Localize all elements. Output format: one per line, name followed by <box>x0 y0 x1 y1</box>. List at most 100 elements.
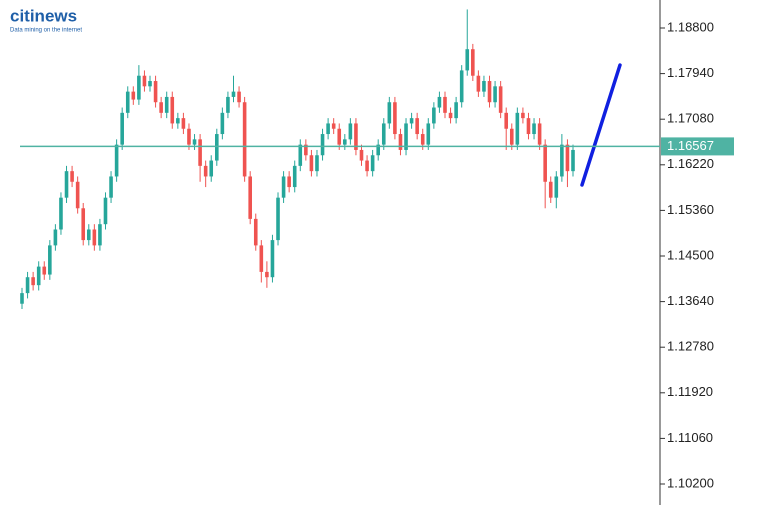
candle-body <box>109 176 113 198</box>
candle-body <box>125 91 130 113</box>
y-tick-label: 1.17080 <box>667 111 714 126</box>
candle-body <box>487 81 492 103</box>
candle-body <box>548 181 553 198</box>
candle-body <box>298 144 303 166</box>
candle-body <box>448 112 453 119</box>
candle-body <box>59 197 63 230</box>
candle-body <box>103 197 108 225</box>
candle-body <box>415 118 419 135</box>
candle-body <box>387 102 392 124</box>
candle-body <box>543 144 547 182</box>
y-tick-label: 1.12780 <box>667 339 714 354</box>
candle-body <box>315 155 319 172</box>
candle-body <box>187 128 191 145</box>
candle-body <box>120 112 124 145</box>
candle-body <box>287 176 291 188</box>
candle-body <box>376 144 381 156</box>
candle-body <box>214 134 219 161</box>
logo-tagline: Data mining on the internet <box>10 28 82 34</box>
candle-body <box>220 112 225 135</box>
candle-body <box>515 112 520 145</box>
candle-body <box>370 155 375 172</box>
candle-body <box>526 118 531 135</box>
candle-body <box>359 149 364 161</box>
y-tick-label: 1.11920 <box>667 384 713 399</box>
current-price-label: 1.16567 <box>667 138 714 153</box>
candle-body <box>70 171 74 182</box>
candle-body <box>565 144 570 172</box>
y-tick-label: 1.16220 <box>667 156 714 171</box>
candle-body <box>537 123 542 145</box>
candle-body <box>48 245 52 275</box>
candle-body <box>398 134 403 150</box>
candle-body <box>459 70 464 103</box>
candle-body <box>92 229 97 246</box>
candle-body <box>86 229 91 241</box>
candle-body <box>281 176 286 198</box>
candle-body <box>209 160 214 177</box>
candle-body <box>164 96 169 113</box>
candle-body <box>31 277 35 286</box>
logo: citinews <box>10 6 77 25</box>
candle-body <box>437 96 442 108</box>
candle-body <box>170 96 175 124</box>
y-tick-label: 1.10200 <box>667 475 714 490</box>
candle-body <box>498 86 503 113</box>
candle-body <box>309 155 314 172</box>
candle-body <box>231 91 236 97</box>
candle-body <box>53 229 58 246</box>
candle-body <box>176 118 180 124</box>
candle-body <box>36 266 41 286</box>
candle-body <box>331 123 336 129</box>
candle-body <box>20 293 24 304</box>
candle-body <box>482 81 486 92</box>
candle-body <box>409 118 414 124</box>
candle-body <box>521 112 525 119</box>
candle-body <box>81 208 86 241</box>
candle-body <box>114 144 119 177</box>
candle-body <box>509 128 514 145</box>
candle-body <box>137 75 141 100</box>
candle-body <box>203 165 208 177</box>
candle-body <box>454 102 458 119</box>
current-price-box <box>661 137 734 156</box>
candle-body <box>432 107 436 124</box>
candle-body <box>75 181 80 209</box>
candle-body <box>181 118 186 129</box>
candle-body <box>354 123 358 150</box>
y-tick-label: 1.15360 <box>667 202 714 217</box>
candle-body <box>153 81 158 103</box>
candle-body <box>242 102 247 177</box>
candle-body <box>493 86 497 103</box>
candle-body <box>554 176 559 198</box>
candle-body <box>571 149 575 172</box>
candle-body <box>42 266 47 275</box>
projection-line <box>580 63 622 187</box>
candle-body <box>365 160 369 172</box>
candle-body <box>98 224 102 246</box>
candle-body <box>64 171 69 198</box>
candle-body <box>25 277 30 294</box>
candle-body <box>476 75 481 92</box>
candle-body <box>292 165 297 188</box>
candle-body <box>142 75 147 87</box>
candle-body <box>276 197 280 241</box>
candle-body <box>159 102 163 113</box>
candle-body <box>131 91 136 100</box>
candle-body <box>265 271 269 278</box>
candle-body <box>465 49 470 71</box>
candle-body <box>343 139 347 145</box>
candle-body <box>304 144 308 156</box>
y-tick-label: 1.14500 <box>667 247 714 262</box>
candle-body <box>420 134 425 145</box>
candle-body <box>259 245 264 272</box>
candle-body <box>226 96 230 113</box>
candle-body <box>504 112 509 129</box>
candle-body <box>148 81 152 87</box>
y-tick-label: 1.17940 <box>667 65 714 80</box>
candle-body <box>270 240 275 278</box>
candle-body <box>337 128 342 145</box>
candle-body <box>248 176 252 219</box>
